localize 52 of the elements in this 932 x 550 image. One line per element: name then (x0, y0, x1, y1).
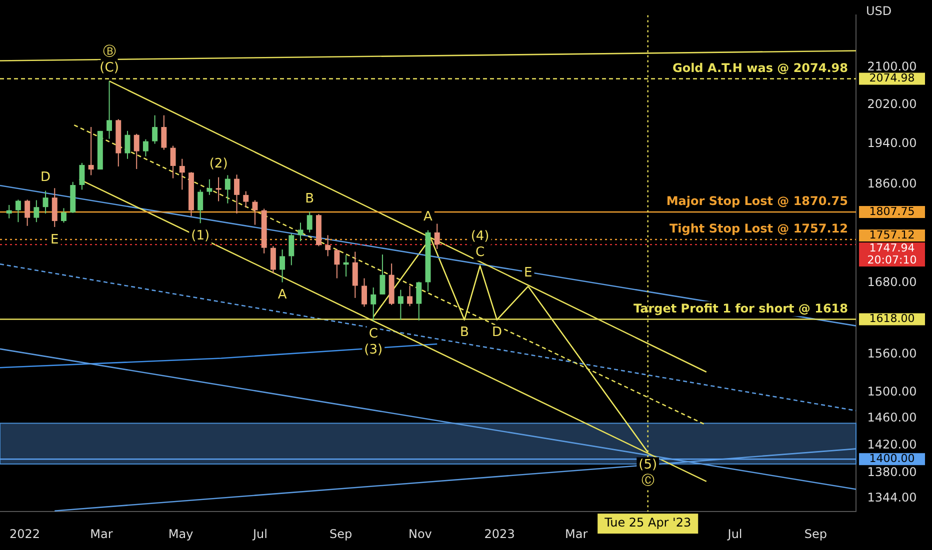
annotation: (3) (364, 342, 383, 358)
annotation: Ⓑ (102, 44, 116, 60)
y-tick-label: 2100.00 (867, 59, 917, 74)
x-tick-label: 2023 (484, 526, 515, 541)
annotation: (5) (638, 458, 658, 473)
y-tick-label: 2074.98 (869, 72, 915, 85)
x-tick-label: Sep (804, 526, 827, 541)
x-tick-label: Nov (408, 526, 432, 541)
y-tick-label: 1747.94 (869, 241, 915, 254)
x-tick-label: Jul (726, 526, 742, 541)
ref-line-label: Target Profit 1 for short @ 1618 (634, 301, 848, 316)
annotation: D (40, 170, 51, 186)
annotation: (2) (209, 156, 228, 172)
annotation: B (305, 191, 314, 206)
y-tick-label: 1460.00 (867, 410, 917, 425)
y-tick-label: 1618.00 (869, 312, 915, 326)
annotation: (C) (100, 60, 119, 76)
x-tick-label: Sep (330, 526, 352, 541)
ref-line-label: Major Stop Lost @ 1870.75 (666, 194, 848, 208)
annotation: (4) (470, 229, 490, 244)
y-tick-label: 1757.12 (869, 228, 915, 242)
y-axis-title: USD (866, 4, 892, 18)
x-tick-label: May (168, 526, 194, 541)
annotation: A (424, 210, 433, 225)
y-tick-label: 1560.00 (867, 346, 917, 361)
x-tick-label: Mar (90, 526, 113, 541)
x-tick-label: Jul (252, 526, 268, 541)
annotation: B (460, 325, 469, 340)
y-tick-label: 1860.00 (867, 176, 917, 191)
y-tick-label: 1500.00 (867, 384, 917, 399)
y-tick-label: 1420.00 (867, 438, 917, 452)
ref-line-label: Gold A.T.H was @ 2074.98 (672, 60, 848, 75)
annotation: C (475, 245, 485, 260)
annotation: C (368, 326, 378, 342)
y-tick-label: 1680.00 (867, 274, 917, 289)
ref-line-label: Tue 25 Apr '23 (604, 516, 692, 530)
annotation: E (524, 266, 532, 281)
x-tick-label: Mar (564, 526, 588, 541)
annotation: A (278, 288, 287, 303)
x-tick-label: 2022 (9, 526, 40, 541)
y-tick-label: 1380.00 (867, 465, 917, 480)
annotation: Ⓒ (641, 474, 654, 489)
annotation: E (50, 232, 59, 248)
ref-line-label: Tight Stop Lost @ 1757.12 (669, 222, 848, 236)
y-tick-label: 2020.00 (867, 96, 917, 111)
y-tick-label: 1807.75 (869, 204, 915, 218)
annotation: (1) (191, 228, 210, 244)
y-tick-label: 1940.00 (867, 136, 917, 150)
y-tick-label: 1400.00 (869, 452, 915, 465)
y-tick-label: 1344.00 (867, 490, 917, 505)
text: 20:07:10 (867, 253, 917, 266)
annotation: D (492, 325, 502, 340)
